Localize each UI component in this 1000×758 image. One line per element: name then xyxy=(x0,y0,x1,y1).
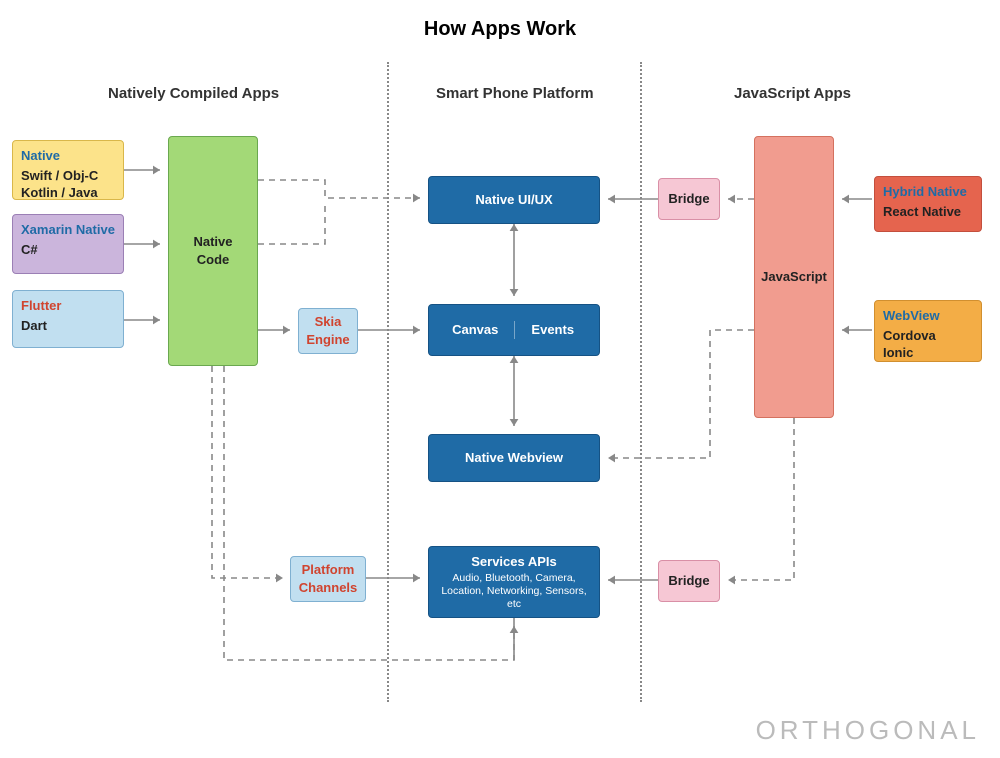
node-flutter: FlutterDart xyxy=(12,290,124,348)
node-canvas_events: CanvasEvents xyxy=(428,304,600,356)
node-native: NativeSwift / Obj-CKotlin / Java xyxy=(12,140,124,200)
separator-1 xyxy=(387,62,389,702)
node-services: Services APIsAudio, Bluetooth, Camera, L… xyxy=(428,546,600,618)
node-javascript: JavaScript xyxy=(754,136,834,418)
node-xamarin: Xamarin NativeC# xyxy=(12,214,124,274)
col-title-native: Natively Compiled Apps xyxy=(108,85,279,102)
node-webview: WebViewCordovaIonic xyxy=(874,300,982,362)
node-skia: Skia Engine xyxy=(298,308,358,354)
node-platform_channels: Platform Channels xyxy=(290,556,366,602)
edges-layer xyxy=(0,0,1000,758)
node-hybrid_native: Hybrid NativeReact Native xyxy=(874,176,982,232)
col-title-platform: Smart Phone Platform xyxy=(436,85,594,102)
separator-2 xyxy=(640,62,642,702)
node-native_ui: Native UI/UX xyxy=(428,176,600,224)
col-title-js: JavaScript Apps xyxy=(734,85,851,102)
node-native_code: Native Code xyxy=(168,136,258,366)
node-bridge2: Bridge xyxy=(658,560,720,602)
brand-logo: ORTHOGONAL xyxy=(756,715,980,746)
node-native_webview: Native Webview xyxy=(428,434,600,482)
node-bridge1: Bridge xyxy=(658,178,720,220)
diagram-title: How Apps Work xyxy=(0,18,1000,41)
